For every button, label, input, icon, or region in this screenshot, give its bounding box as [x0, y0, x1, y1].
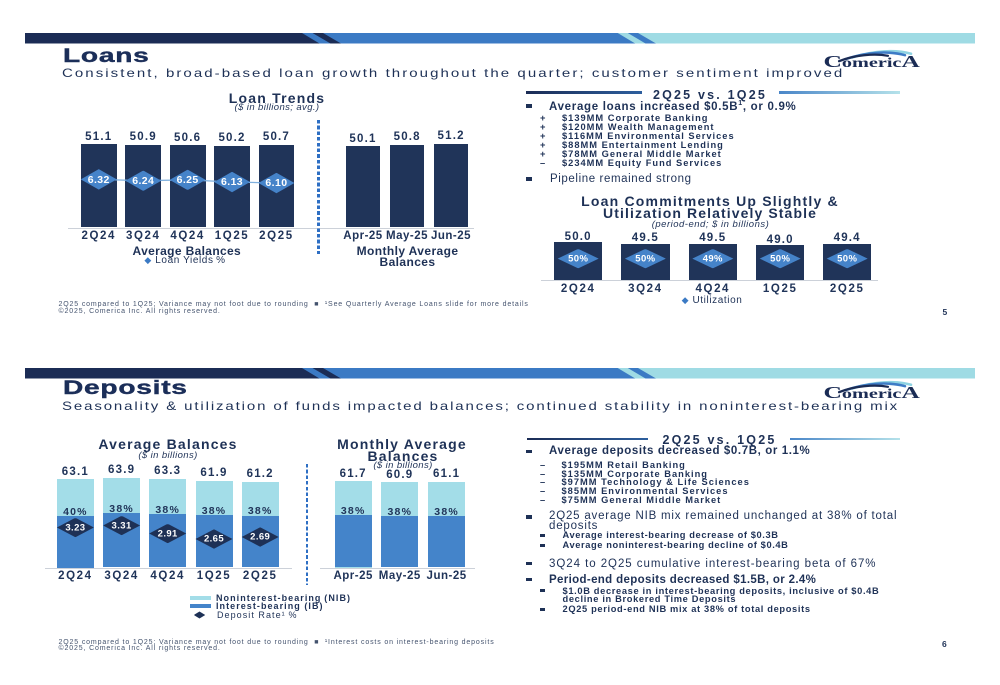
- svg-text:ComericA: ComericA: [824, 52, 921, 71]
- svg-text:ComericA: ComericA: [824, 383, 921, 402]
